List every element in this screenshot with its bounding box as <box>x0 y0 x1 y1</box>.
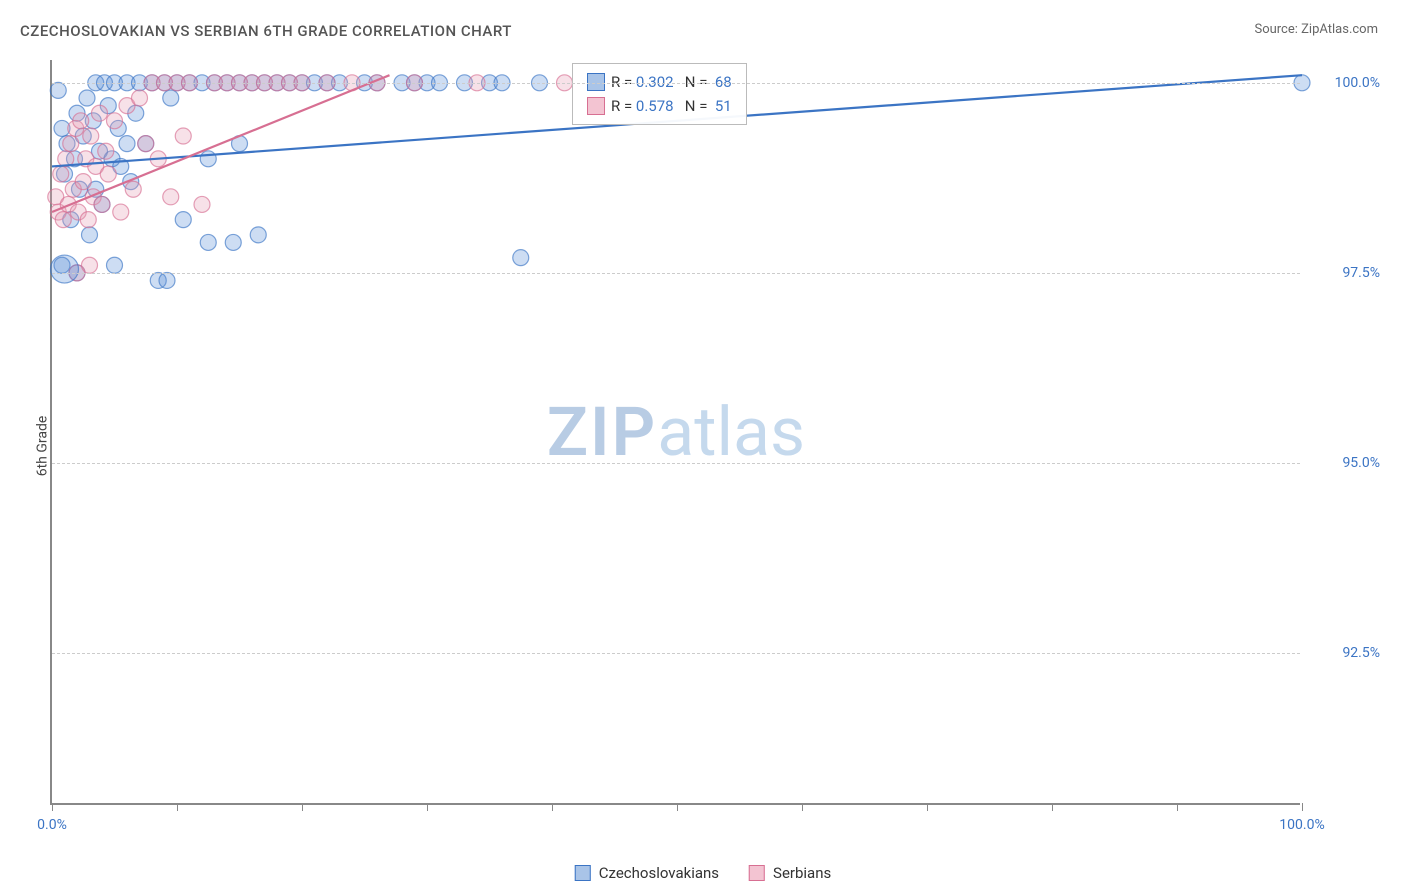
scatter-point-serb <box>132 90 148 106</box>
xtick-label: 0.0% <box>37 817 67 833</box>
scatter-point-serb <box>98 143 114 159</box>
series-legend-label: Czechoslovakians <box>599 864 719 882</box>
scatter-point-czech <box>159 272 175 288</box>
scatter-point-czech <box>79 90 95 106</box>
ytick-label: 92.5% <box>1310 645 1380 661</box>
xtick <box>1052 803 1053 811</box>
legend-swatch <box>575 865 591 881</box>
scatter-point-serb <box>125 181 141 197</box>
scatter-point-serb <box>83 128 99 144</box>
series-legend: Czechoslovakians Serbians <box>575 864 832 882</box>
series-legend-item: Serbians <box>749 864 831 882</box>
scatter-point-czech <box>175 212 191 228</box>
xtick <box>427 803 428 811</box>
scatter-point-serb <box>80 212 96 228</box>
chart-title: CZECHOSLOVAKIAN VS SERBIAN 6TH GRADE COR… <box>20 22 512 40</box>
scatter-point-serb <box>94 196 110 212</box>
xtick <box>177 803 178 811</box>
scatter-point-serb <box>100 166 116 182</box>
scatter-point-serb <box>55 212 71 228</box>
scatter-point-serb <box>75 174 91 190</box>
series-legend-item: Czechoslovakians <box>575 864 719 882</box>
gridline <box>52 463 1300 464</box>
ytick-label: 95.0% <box>1310 455 1380 471</box>
gridline <box>52 653 1300 654</box>
scatter-point-czech <box>200 234 216 250</box>
scatter-point-serb <box>82 257 98 273</box>
scatter-point-serb <box>92 105 108 121</box>
source-label: Source: ZipAtlas.com <box>1254 22 1378 37</box>
scatter-point-czech <box>250 227 266 243</box>
legend-swatch <box>749 865 765 881</box>
gridline <box>52 83 1300 84</box>
scatter-point-czech <box>107 257 123 273</box>
xtick <box>927 803 928 811</box>
scatter-point-serb <box>63 136 79 152</box>
series-legend-label: Serbians <box>773 864 831 882</box>
xtick-label: 100.0% <box>1279 817 1324 833</box>
scatter-point-serb <box>138 136 154 152</box>
legend-text: R = 0.578 N = 51 <box>611 94 732 118</box>
scatter-point-serb <box>163 189 179 205</box>
correlation-legend: R = 0.302 N = 68R = 0.578 N = 51 <box>572 63 747 125</box>
scatter-point-serb <box>175 128 191 144</box>
scatter-point-czech <box>200 151 216 167</box>
plot-area: ZIPatlas R = 0.302 N = 68R = 0.578 N = 5… <box>50 60 1300 805</box>
y-axis-label: 6th Grade <box>34 416 50 477</box>
scatter-point-czech <box>119 136 135 152</box>
xtick <box>1177 803 1178 811</box>
scatter-point-czech <box>82 227 98 243</box>
scatter-point-serb <box>113 204 129 220</box>
ytick-label: 97.5% <box>1310 265 1380 281</box>
legend-row: R = 0.578 N = 51 <box>587 94 732 118</box>
gridline <box>52 273 1300 274</box>
plot-svg <box>52 60 1300 803</box>
chart-container: CZECHOSLOVAKIAN VS SERBIAN 6TH GRADE COR… <box>0 0 1406 892</box>
xtick <box>552 803 553 811</box>
xtick <box>677 803 678 811</box>
xtick <box>802 803 803 811</box>
scatter-point-serb <box>107 113 123 129</box>
scatter-point-large <box>51 255 79 283</box>
legend-swatch <box>587 97 605 115</box>
scatter-point-serb <box>53 166 69 182</box>
xtick <box>302 803 303 811</box>
scatter-point-czech <box>513 250 529 266</box>
scatter-point-czech <box>163 90 179 106</box>
xtick <box>52 803 53 811</box>
scatter-point-czech <box>50 82 66 98</box>
scatter-point-serb <box>194 196 210 212</box>
scatter-point-czech <box>225 234 241 250</box>
ytick-label: 100.0% <box>1310 75 1380 91</box>
xtick <box>1302 803 1303 811</box>
scatter-point-serb <box>73 113 89 129</box>
